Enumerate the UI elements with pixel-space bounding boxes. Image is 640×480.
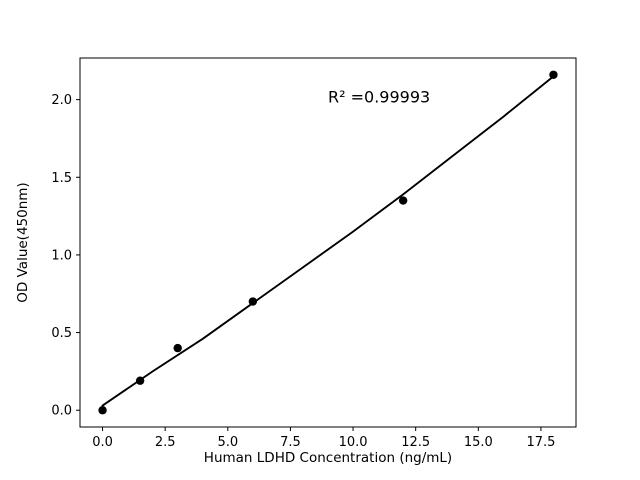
y-tick-label: 1.5 [51,171,72,186]
x-tick-label: 12.5 [401,435,430,450]
data-point [398,196,408,205]
y-tick-label: 0.5 [51,326,72,341]
data-point [248,297,258,306]
x-tick-label: 17.5 [526,435,555,450]
x-tick-label: 15.0 [464,435,493,450]
y-tick-label: 2.0 [51,93,72,108]
y-tick-label: 1.0 [51,248,72,263]
x-tick-label: 10.0 [339,435,368,450]
x-axis-label: Human LDHD Concentration (ng/mL) [204,450,452,466]
data-point [135,376,145,385]
x-tick-label: 2.5 [155,435,176,450]
data-point [173,343,182,353]
data-point [98,406,107,415]
axes-box [79,57,577,428]
r-squared-annotation: R² =0.99993 [328,88,430,107]
y-tick-label: 0.0 [51,404,72,419]
x-tick-label: 7.5 [280,435,301,450]
y-axis-label: OD Value(450nm) [15,182,31,302]
x-tick-label: 5.0 [217,435,238,450]
data-point [549,70,558,79]
fit-line [101,75,555,407]
x-tick-label: 0.0 [92,435,113,450]
